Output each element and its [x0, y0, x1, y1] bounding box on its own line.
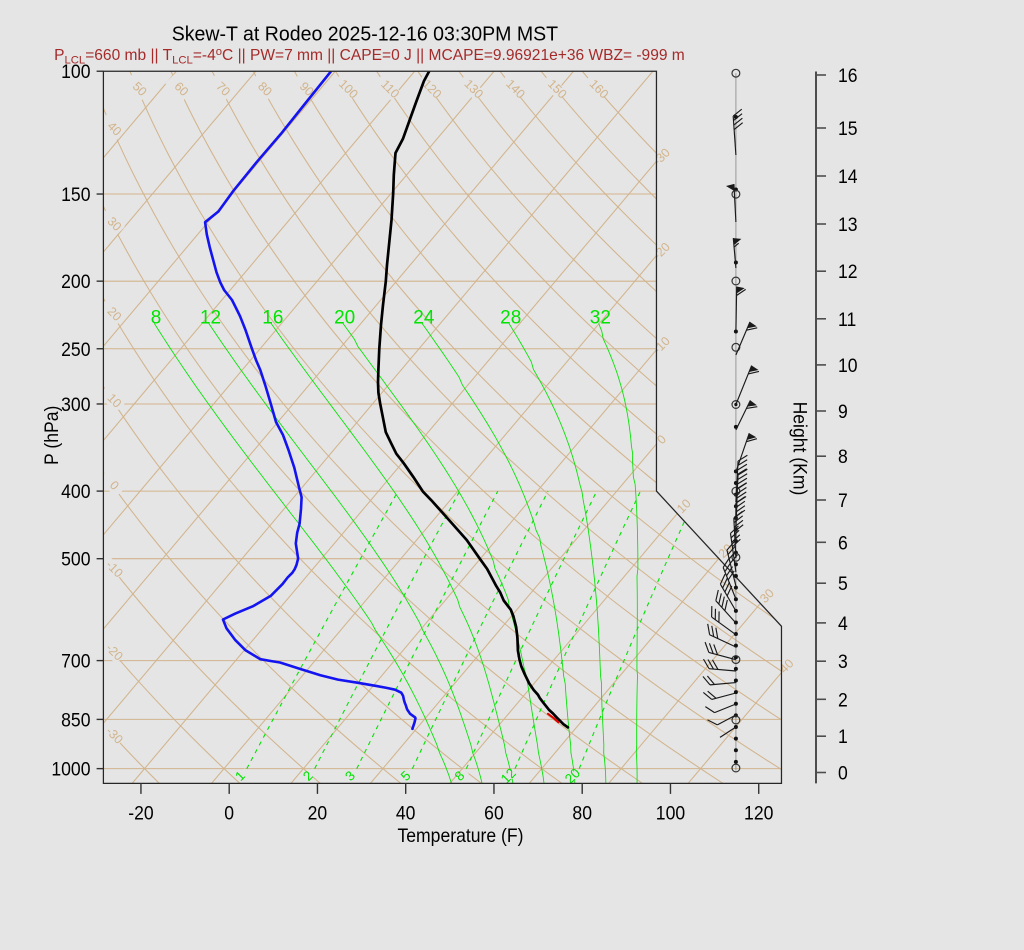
svg-text:8: 8 [151, 307, 162, 328]
svg-text:100: 100 [656, 803, 685, 825]
svg-text:120: 120 [744, 803, 773, 825]
svg-text:11: 11 [838, 309, 856, 331]
svg-text:250: 250 [61, 339, 90, 361]
svg-text:20: 20 [334, 307, 355, 328]
svg-text:0: 0 [838, 763, 848, 785]
svg-text:1000: 1000 [51, 759, 90, 781]
svg-text:15: 15 [838, 118, 858, 140]
svg-text:150: 150 [61, 184, 90, 206]
svg-text:12: 12 [838, 261, 858, 283]
svg-text:300: 300 [61, 394, 90, 416]
svg-text:16: 16 [262, 307, 283, 328]
svg-text:3: 3 [838, 651, 848, 673]
svg-text:14: 14 [838, 166, 858, 188]
svg-text:Height (Km): Height (Km) [789, 402, 811, 496]
svg-text:7: 7 [838, 490, 848, 512]
svg-text:2: 2 [838, 689, 848, 711]
svg-text:80: 80 [572, 803, 592, 825]
svg-text:12: 12 [498, 765, 519, 786]
svg-text:-20: -20 [128, 803, 154, 825]
svg-text:5: 5 [838, 573, 848, 595]
svg-text:20: 20 [562, 765, 583, 786]
svg-text:12: 12 [200, 307, 221, 328]
svg-text:500: 500 [61, 549, 90, 571]
svg-text:6: 6 [838, 532, 848, 554]
svg-text:Temperature (F): Temperature (F) [397, 825, 523, 847]
svg-text:9: 9 [838, 401, 848, 423]
svg-text:13: 13 [838, 214, 858, 236]
svg-text:1: 1 [838, 726, 848, 748]
svg-text:60: 60 [484, 803, 504, 825]
svg-text:Skew-T at Rodeo 2025-12-16 03:: Skew-T at Rodeo 2025-12-16 03:30PM MST [172, 23, 559, 46]
svg-text:0: 0 [224, 803, 234, 825]
svg-text:400: 400 [61, 481, 90, 503]
svg-text:700: 700 [61, 651, 90, 673]
svg-text:850: 850 [61, 709, 90, 731]
svg-text:32: 32 [590, 307, 611, 328]
svg-text:24: 24 [413, 307, 435, 328]
svg-text:20: 20 [308, 803, 328, 825]
svg-text:100: 100 [61, 61, 90, 83]
svg-text:200: 200 [61, 271, 90, 293]
svg-text:4: 4 [838, 613, 848, 635]
svg-text:40: 40 [396, 803, 416, 825]
svg-text:28: 28 [500, 307, 521, 328]
svg-text:P (hPa): P (hPa) [41, 406, 63, 465]
svg-text:PLCL=660 mb || TLCL=-4oC || PW: PLCL=660 mb || TLCL=-4oC || PW=7 mm || C… [54, 46, 685, 67]
svg-text:16: 16 [838, 65, 858, 87]
svg-text:10: 10 [838, 355, 858, 377]
svg-text:8: 8 [838, 446, 848, 468]
